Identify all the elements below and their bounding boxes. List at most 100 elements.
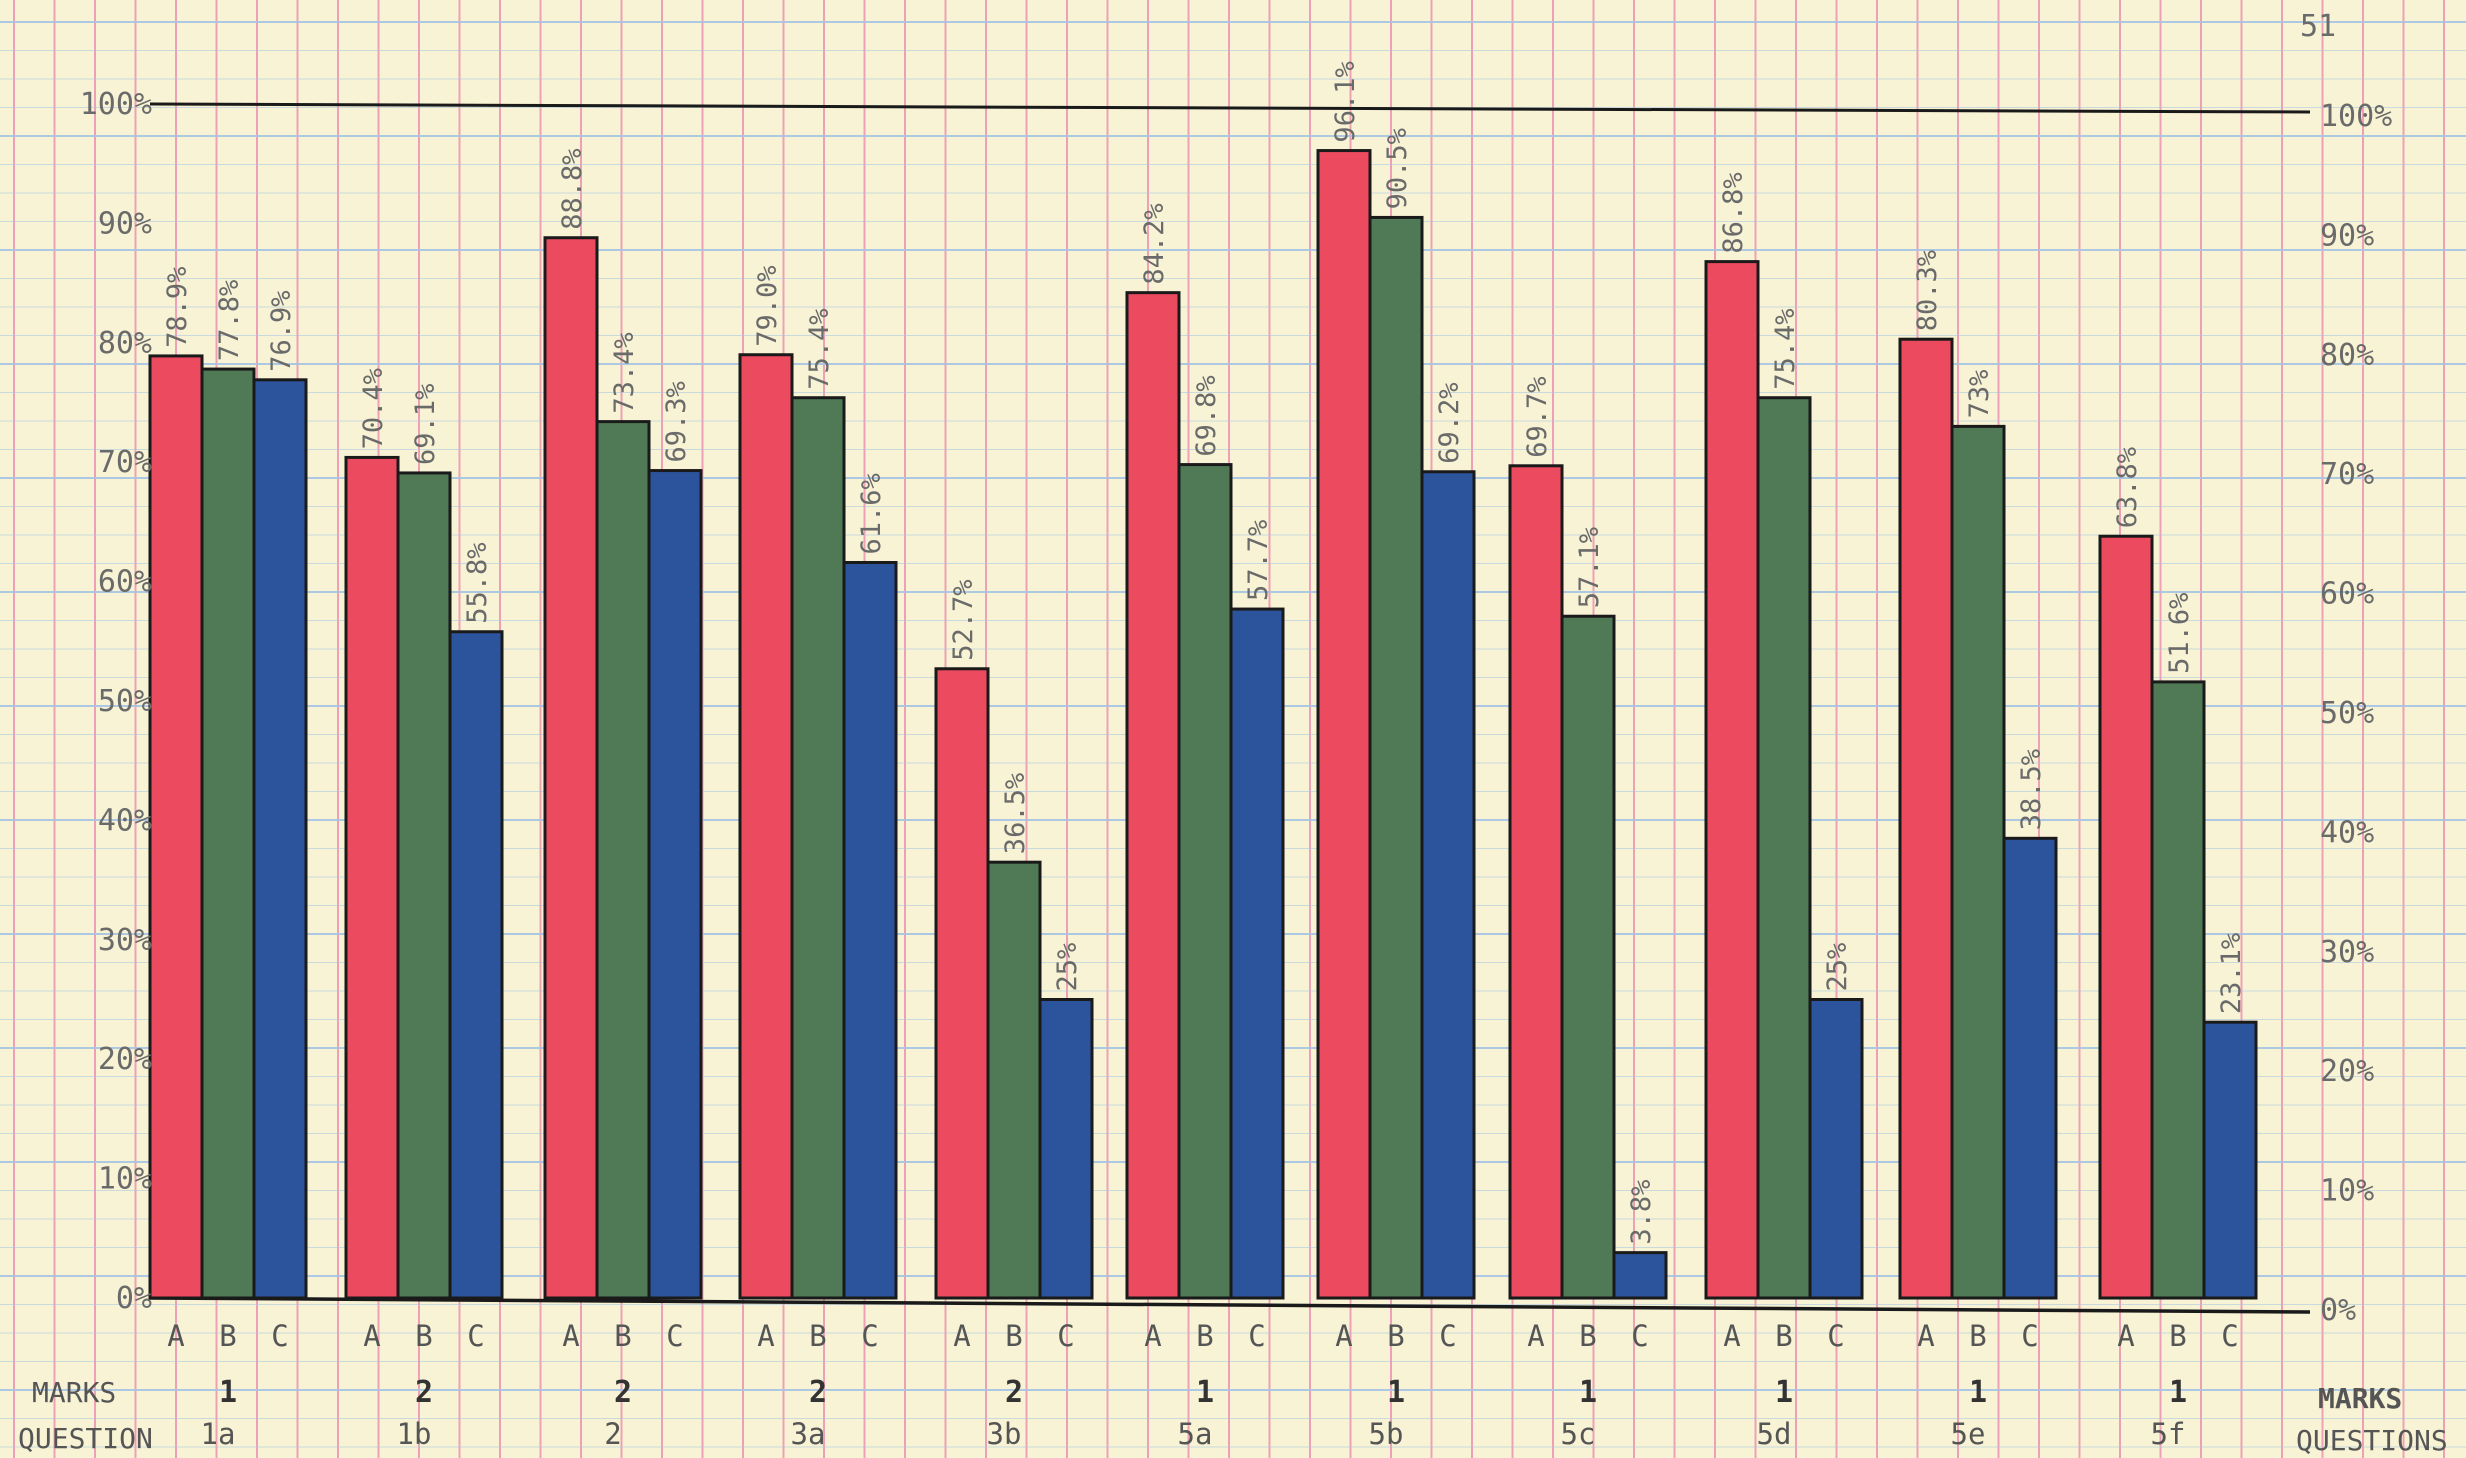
data-label: 61.6% (856, 473, 887, 554)
data-label: 63.8% (2112, 447, 2143, 528)
series-letter: C (666, 1319, 683, 1353)
bar-B-2 (595, 420, 651, 1300)
data-label: 84.2% (1139, 203, 1170, 284)
y-tick-left: 100% (80, 87, 152, 122)
marks-label-right: MARKS (2318, 1382, 2402, 1415)
series-letter: A (2117, 1319, 2134, 1353)
bar-A-5e (1898, 337, 1954, 1300)
y-tick-right: 60% (2320, 577, 2374, 612)
series-letter: B (809, 1319, 826, 1353)
bar-B-3b (986, 860, 1042, 1300)
series-letter: C (2221, 1319, 2238, 1353)
series-letter: C (467, 1319, 484, 1353)
data-label: 57.7% (1243, 520, 1274, 601)
marks-value: 2 (415, 1375, 433, 1410)
series-letter: A (167, 1319, 184, 1353)
series-letter: B (415, 1319, 432, 1353)
series-letter: C (271, 1319, 288, 1353)
data-label: 69.2% (1434, 382, 1465, 463)
y-tick-left: 30% (98, 923, 152, 958)
marks-value: 2 (809, 1375, 827, 1410)
question-label: 3a (791, 1417, 826, 1451)
series-letter: C (1057, 1319, 1074, 1353)
series-letter: A (757, 1319, 774, 1353)
bar-A-3a (738, 353, 794, 1300)
data-label: 69.7% (1522, 377, 1553, 458)
bar-C-1a (252, 378, 308, 1300)
data-label: 36.5% (1000, 773, 1031, 854)
marks-value: 1 (1387, 1375, 1405, 1410)
bar-C-1b (448, 630, 504, 1300)
bar-B-3a (790, 396, 846, 1300)
data-label: 78.9% (162, 267, 193, 348)
question-label: 5c (1561, 1417, 1596, 1451)
bar-B-5c (1560, 614, 1616, 1300)
bar-B-5b (1368, 215, 1424, 1300)
bar-B-5f (2150, 680, 2206, 1300)
series-letter: C (861, 1319, 878, 1353)
question-label: 5e (1951, 1417, 1986, 1451)
series-letter: A (1723, 1319, 1740, 1353)
question-label: 1b (397, 1417, 432, 1451)
y-tick-right: 30% (2320, 935, 2374, 970)
bar-A-5f (2098, 534, 2154, 1300)
series-letter: A (1144, 1319, 1161, 1353)
question-label: 3b (987, 1417, 1022, 1451)
marks-value: 1 (2169, 1375, 2187, 1410)
data-label: 80.3% (1912, 250, 1943, 331)
data-label: 25% (1052, 943, 1083, 992)
bar-C-2 (647, 469, 703, 1300)
marks-value: 1 (1579, 1375, 1597, 1410)
y-tick-right: 40% (2320, 815, 2374, 850)
bar-B-5e (1950, 424, 2006, 1300)
series-letter: A (1917, 1319, 1934, 1353)
data-label: 55.8% (462, 542, 493, 623)
marks-value: 2 (614, 1375, 632, 1410)
marks-value: 1 (219, 1375, 237, 1410)
bar-C-5f (2202, 1020, 2258, 1300)
series-letter: C (1248, 1319, 1265, 1353)
data-label: 88.8% (557, 148, 588, 229)
series-letter: B (219, 1319, 236, 1353)
bar-A-5d (1704, 260, 1760, 1300)
series-letter: B (1387, 1319, 1404, 1353)
y-tick-left: 10% (98, 1162, 152, 1197)
series-letter: C (1631, 1319, 1648, 1353)
data-label: 73% (1964, 370, 1995, 419)
marks-value: 2 (1005, 1375, 1023, 1410)
questions-label-right: QUESTIONS (2296, 1424, 2448, 1457)
data-label: 23.1% (2216, 933, 2247, 1014)
y-tick-right: 80% (2320, 338, 2374, 373)
bar-C-5a (1229, 607, 1285, 1300)
marks-value: 1 (1775, 1375, 1793, 1410)
series-letter: C (2021, 1319, 2038, 1353)
question-label: 2 (604, 1417, 621, 1451)
y-tick-right: 0% (2320, 1293, 2356, 1328)
bar-B-1b (396, 471, 452, 1300)
data-label: 77.8% (214, 280, 245, 361)
bar-A-3b (934, 667, 990, 1300)
data-label: 38.5% (2016, 749, 2047, 830)
data-label: 69.1% (410, 384, 441, 465)
bar-A-2 (543, 236, 599, 1300)
y-tick-right: 90% (2320, 218, 2374, 253)
series-letter: A (1335, 1319, 1352, 1353)
data-label: 90.5% (1382, 128, 1413, 209)
bar-C-3b (1038, 998, 1094, 1300)
baseline-0-percent (149, 1296, 2311, 1314)
bar-C-5e (2002, 836, 2058, 1300)
y-tick-left: 20% (98, 1042, 152, 1077)
bar-B-5d (1756, 396, 1812, 1300)
series-letter: B (1579, 1319, 1596, 1353)
data-label: 76.9% (266, 291, 297, 372)
data-label: 69.8% (1191, 375, 1222, 456)
marks-label-left: MARKS (32, 1376, 116, 1409)
series-letter: B (1775, 1319, 1792, 1353)
bar-C-3a (842, 560, 898, 1300)
bar-A-1a (148, 354, 204, 1300)
series-letter: B (1969, 1319, 1986, 1353)
line-100-percent (149, 102, 2311, 114)
y-tick-left: 60% (98, 565, 152, 600)
